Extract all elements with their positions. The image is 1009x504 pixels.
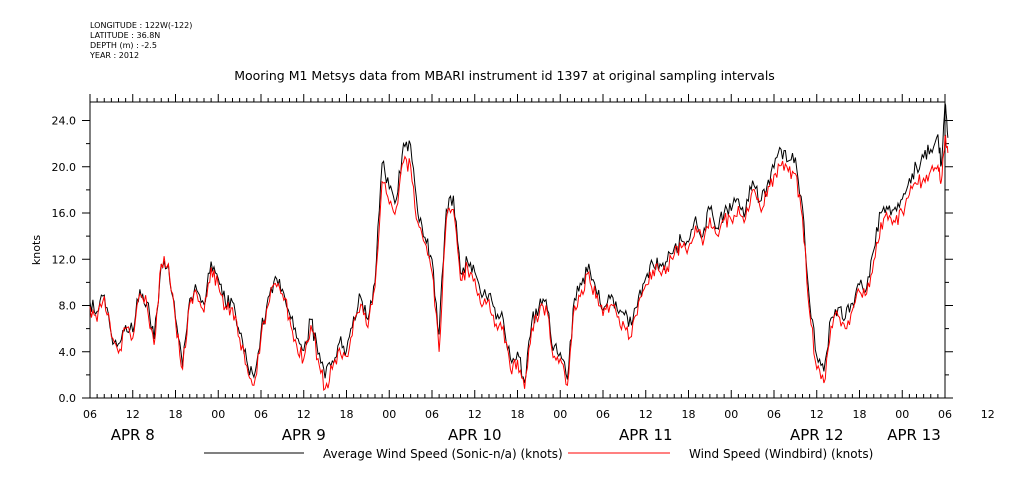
day-label: APR 12 [790, 426, 844, 444]
y-tick-label: 4.0 [59, 346, 77, 359]
day-labels: APR 8 APR 9 APR 10 APR 11 APR 12 APR 13 [111, 426, 941, 444]
x-tick-label: 18 [682, 408, 696, 421]
y-tick-label: 8.0 [59, 300, 77, 313]
x-tick-labels: 06 12 18 00 06 12 18 00 06 12 18 00 06 12 18 00 06 12 18 00… [83, 408, 995, 421]
longitude-text: LONGITUDE : 122W(-122) [90, 21, 193, 30]
x-tick-label: 00 [895, 408, 909, 421]
day-label: APR 13 [887, 426, 941, 444]
y-tick-label: 12.0 [52, 253, 77, 266]
y-tick-label: 16.0 [52, 207, 77, 220]
x-tick-label: 12 [981, 408, 995, 421]
day-label: APR 9 [282, 426, 326, 444]
series-lines [89, 103, 949, 392]
chart-title: Mooring M1 Metsys data from MBARI instru… [234, 68, 775, 83]
x-tick-label: 06 [254, 408, 268, 421]
x-tick-label: 12 [126, 408, 140, 421]
metadata-block: LONGITUDE : 122W(-122) LATITUDE : 36.8N … [90, 21, 192, 61]
y-tick-labels: 0.0 4.0 8.0 12.0 16.0 20.0 24.0 [52, 115, 77, 406]
legend: Average Wind Speed (Sonic-n/a) (knots) W… [204, 447, 873, 461]
day-label: APR 10 [448, 426, 502, 444]
x-tick-label: 12 [468, 408, 482, 421]
x-tick-label: 00 [382, 408, 396, 421]
x-tick-label: 06 [425, 408, 439, 421]
y-tick-label: 0.0 [59, 392, 77, 405]
legend-label-windbird: Wind Speed (Windbird) (knots) [689, 447, 873, 461]
axis-ticks [82, 94, 953, 399]
x-tick-label: 06 [83, 408, 97, 421]
depth-text: DEPTH (m) : -2.5 [90, 41, 157, 50]
x-tick-label: 06 [767, 408, 781, 421]
x-tick-label: 06 [596, 408, 610, 421]
x-tick-label: 12 [639, 408, 653, 421]
x-tick-label: 18 [853, 408, 867, 421]
year-text: YEAR : 2012 [90, 51, 140, 60]
x-tick-label: 12 [810, 408, 824, 421]
y-axis-label: knots [30, 235, 43, 265]
y-tick-label: 24.0 [52, 115, 77, 128]
legend-label-sonic: Average Wind Speed (Sonic-n/a) (knots) [323, 447, 563, 461]
x-tick-label: 00 [724, 408, 738, 421]
x-tick-label: 18 [340, 408, 354, 421]
x-tick-label: 18 [511, 408, 525, 421]
x-tick-label: 18 [169, 408, 183, 421]
x-tick-label: 12 [297, 408, 311, 421]
day-label: APR 11 [619, 426, 673, 444]
series-line-windbird [89, 134, 949, 392]
y-tick-label: 20.0 [52, 161, 77, 174]
day-label: APR 8 [111, 426, 155, 444]
x-tick-label: 06 [938, 408, 952, 421]
x-tick-label: 00 [553, 408, 567, 421]
x-tick-label: 00 [211, 408, 225, 421]
latitude-text: LATITUDE : 36.8N [90, 31, 161, 40]
series-line-sonic [89, 103, 949, 384]
